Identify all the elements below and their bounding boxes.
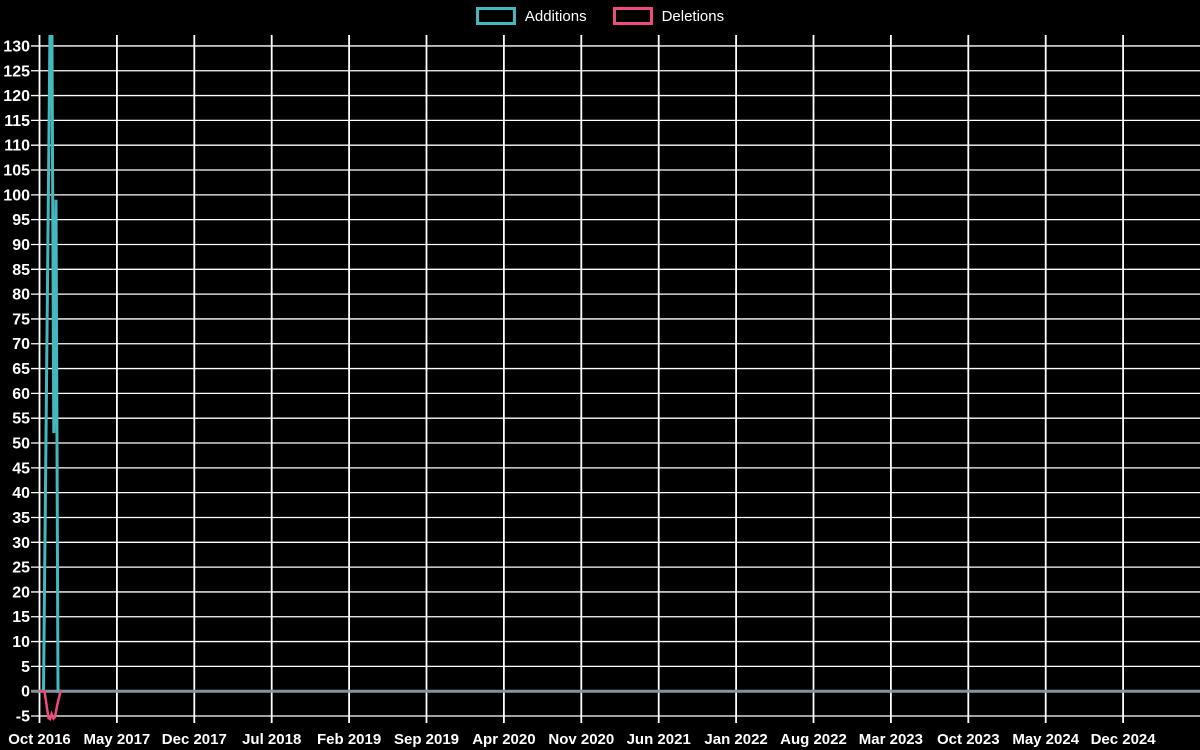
y-tick-label: 80 <box>12 287 30 304</box>
y-tick-label: 25 <box>12 560 30 577</box>
y-tick-label: 90 <box>12 237 30 254</box>
y-tick-label: 0 <box>21 684 30 701</box>
deletions-swatch-icon <box>612 7 653 25</box>
y-tick-label: 130 <box>3 38 30 55</box>
y-tick-label: 30 <box>12 535 30 552</box>
y-tick-label: 85 <box>12 262 30 279</box>
y-tick-label: 75 <box>12 311 30 328</box>
x-tick-label: Mar 2023 <box>859 731 923 748</box>
x-tick-label: Jan 2022 <box>704 731 767 748</box>
x-tick-label: Jun 2021 <box>627 731 691 748</box>
y-tick-label: 65 <box>12 361 30 378</box>
y-tick-label: 100 <box>3 187 30 204</box>
x-tick-label: May 2024 <box>1012 731 1079 748</box>
x-tick-label: Aug 2022 <box>780 731 847 748</box>
y-tick-label: 105 <box>3 163 30 180</box>
legend-label-additions: Additions <box>524 7 587 25</box>
y-tick-label: 115 <box>4 113 30 130</box>
y-tick-label: 5 <box>21 659 30 676</box>
y-tick-label: 55 <box>12 411 30 428</box>
legend-label-deletions: Deletions <box>661 7 725 25</box>
legend-item-additions[interactable]: Additions <box>475 7 587 25</box>
series-line-deletions <box>39 689 63 721</box>
y-tick-label: 35 <box>12 510 30 527</box>
x-tick-label: Oct 2023 <box>937 731 1000 748</box>
x-tick-label: Jul 2018 <box>242 731 301 748</box>
x-tick-label: Oct 2016 <box>8 731 71 748</box>
y-tick-label: 95 <box>12 212 30 229</box>
y-tick-label: -5 <box>16 709 30 726</box>
y-tick-label: 110 <box>4 138 30 155</box>
y-tick-label: 20 <box>12 584 30 601</box>
y-tick-label: 15 <box>12 609 30 626</box>
y-tick-label: 120 <box>3 88 30 105</box>
x-tick-label: May 2017 <box>84 731 151 748</box>
x-tick-label: Sep 2019 <box>394 731 459 748</box>
y-tick-label: 70 <box>12 336 30 353</box>
series-line-additions <box>39 35 63 693</box>
legend-item-deletions[interactable]: Deletions <box>612 7 725 25</box>
legend: Additions Deletions <box>0 7 1200 25</box>
x-tick-label: Dec 2017 <box>162 731 227 748</box>
y-tick-label: 10 <box>12 634 30 651</box>
x-tick-label: Nov 2020 <box>548 731 614 748</box>
y-tick-label: 60 <box>12 386 30 403</box>
y-tick-label: 50 <box>12 436 30 453</box>
y-tick-label: 45 <box>12 460 30 477</box>
y-tick-label: 125 <box>3 63 30 80</box>
x-tick-label: Feb 2019 <box>317 731 381 748</box>
additions-swatch-icon <box>475 7 516 25</box>
x-tick-label: Dec 2024 <box>1091 731 1157 748</box>
x-tick-label: Apr 2020 <box>472 731 535 748</box>
y-tick-label: 40 <box>12 485 30 502</box>
